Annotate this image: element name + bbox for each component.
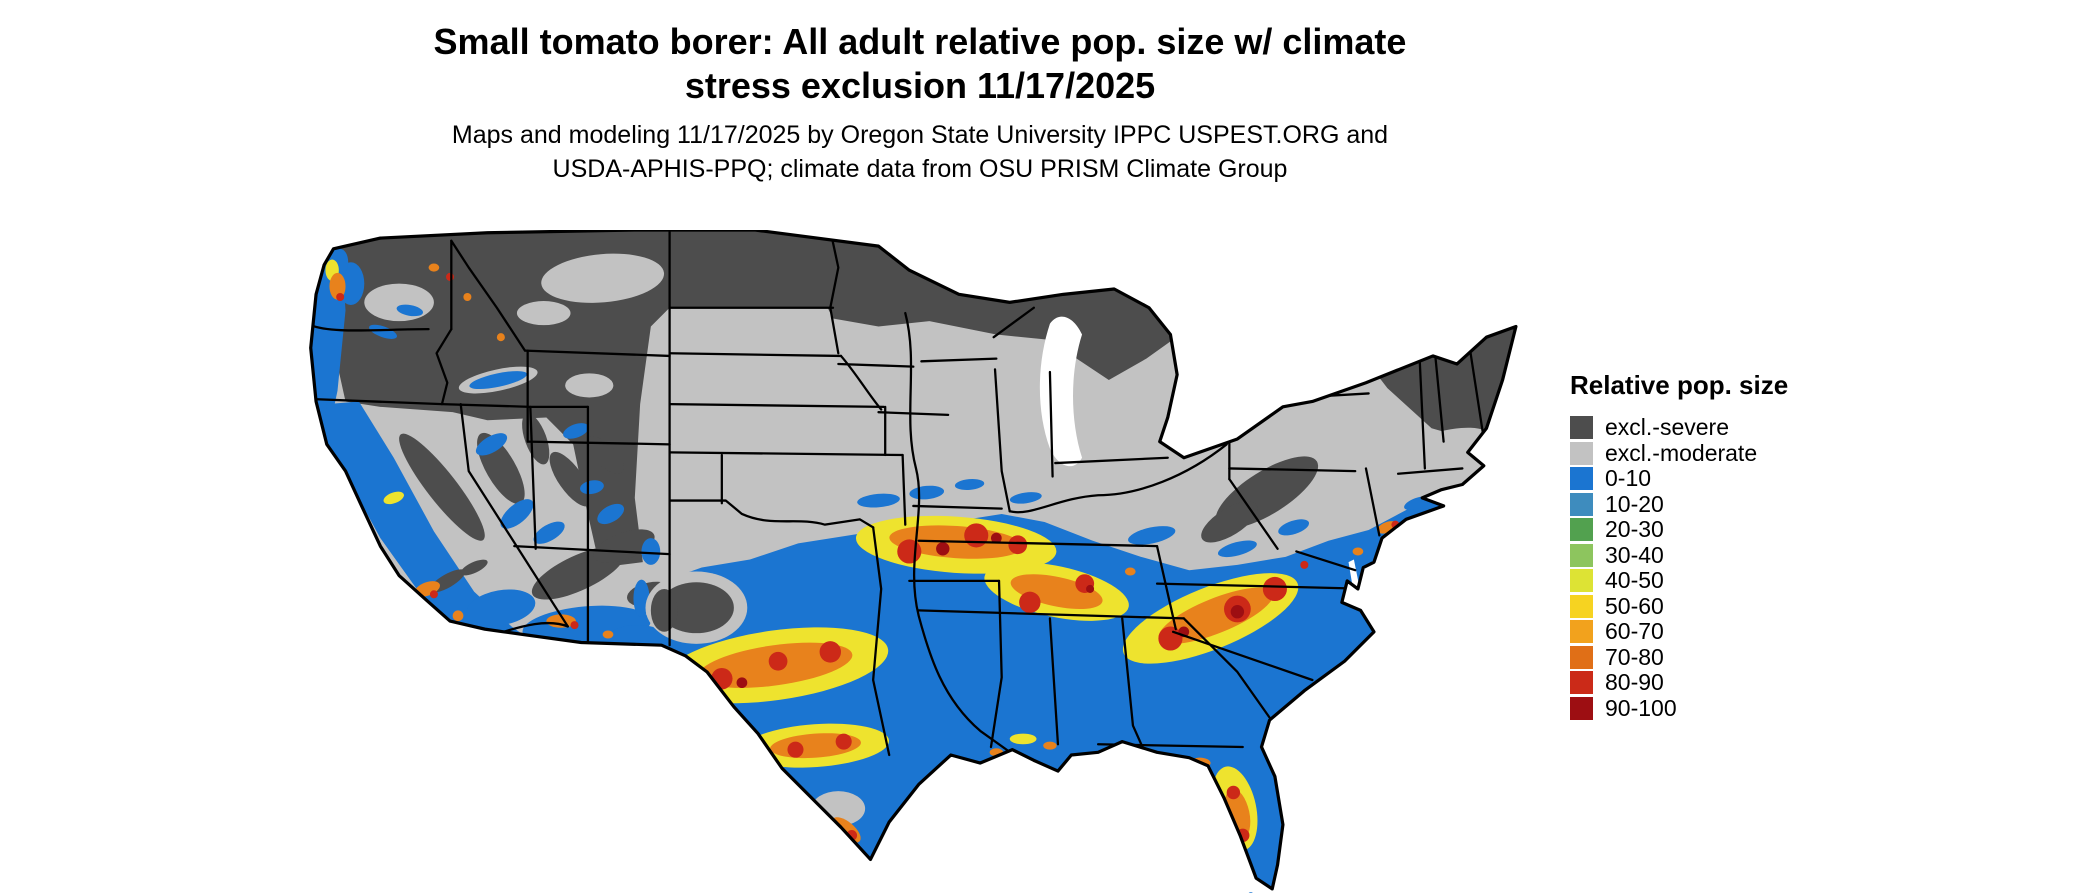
- legend-swatch: [1570, 467, 1593, 491]
- legend-item: 20-30: [1570, 516, 1788, 543]
- legend-swatch: [1570, 416, 1593, 440]
- legend-swatch: [1570, 620, 1593, 644]
- legend-swatch: [1570, 671, 1593, 695]
- legend-item: 90-100: [1570, 694, 1788, 722]
- map-subtitle-line1: Maps and modeling 11/17/2025 by Oregon S…: [451, 121, 1389, 149]
- legend-item-label: 80-90: [1605, 669, 1664, 696]
- legend-item: 30-40: [1570, 541, 1788, 569]
- map-region-severe-on-blue: [399, 433, 734, 634]
- legend-item: 50-60: [1570, 592, 1788, 620]
- legend-swatch: [1570, 492, 1593, 516]
- legend-item-label: 30-40: [1605, 541, 1664, 568]
- us-map-svg: [309, 230, 1518, 893]
- legend-item: excl.-severe: [1570, 414, 1788, 441]
- legend-item: 60-70: [1570, 618, 1788, 645]
- legend-item-label: excl.-moderate: [1605, 439, 1758, 466]
- legend-swatch: [1570, 543, 1593, 567]
- legend-item-label: 20-30: [1605, 516, 1664, 543]
- legend-item-label: 70-80: [1605, 643, 1664, 670]
- legend-title: Relative pop. size: [1570, 370, 1789, 400]
- legend-swatch: [1570, 441, 1593, 465]
- legend-item-label: 60-70: [1605, 618, 1664, 645]
- legend-swatch: [1570, 594, 1593, 618]
- legend-item: 0-10: [1570, 465, 1788, 492]
- legend-swatch: [1570, 645, 1593, 669]
- us-outline: [309, 230, 1518, 891]
- map-title: Small tomato borer: All adult relative p…: [170, 20, 1670, 108]
- legend-swatch: [1570, 518, 1593, 542]
- legend-item-label: excl.-severe: [1605, 414, 1729, 441]
- legend-item-label: 40-50: [1605, 567, 1664, 594]
- legend-swatch: [1570, 696, 1593, 720]
- map-subtitle-line2: USDA-APHIS-PPQ; climate data from OSU PR…: [552, 155, 1288, 183]
- legend-swatch: [1570, 569, 1593, 593]
- legend: Relative pop. size excl.-severe excl.-mo…: [1570, 370, 1788, 721]
- legend-item: 70-80: [1570, 643, 1788, 671]
- legend-items: excl.-severe excl.-moderate 0-10 10-20 2…: [1570, 414, 1788, 722]
- legend-item-label: 50-60: [1605, 592, 1664, 619]
- legend-item-label: 0-10: [1605, 465, 1652, 492]
- legend-item-label: 90-100: [1605, 694, 1677, 721]
- map-subtitle: Maps and modeling 11/17/2025 by Oregon S…: [170, 118, 1670, 186]
- legend-item-label: 10-20: [1605, 490, 1664, 517]
- legend-item: excl.-moderate: [1570, 439, 1788, 467]
- state-borders: [310, 230, 1485, 759]
- legend-item: 80-90: [1570, 669, 1788, 696]
- legend-item: 40-50: [1570, 567, 1788, 594]
- legend-item: 10-20: [1570, 490, 1788, 518]
- map-title-line1: Small tomato borer: All adult relative p…: [433, 21, 1407, 62]
- map-title-line2: stress exclusion 11/17/2025: [684, 65, 1156, 106]
